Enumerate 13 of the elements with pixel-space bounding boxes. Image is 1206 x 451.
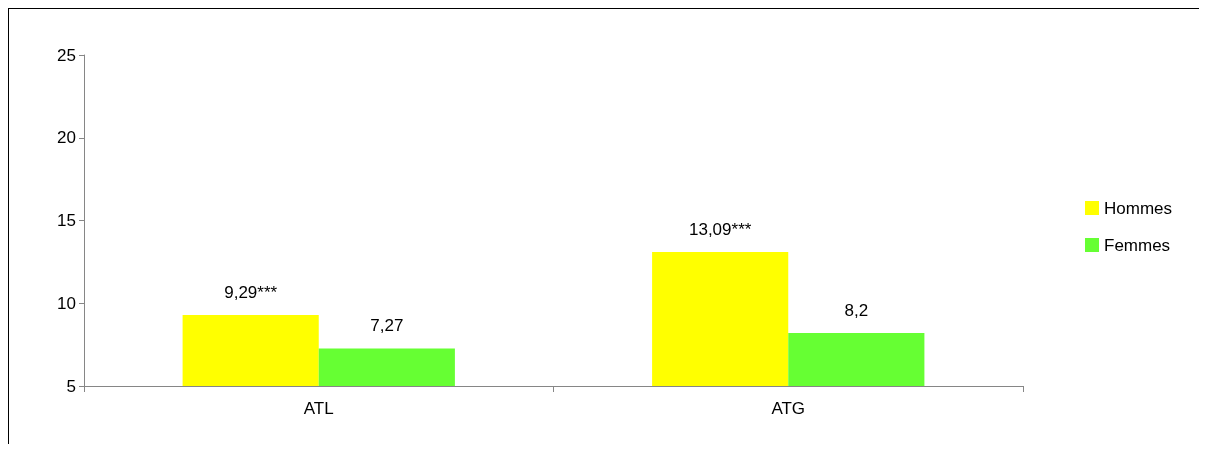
data-label: 8,2	[844, 301, 869, 321]
y-tick-label: 5	[66, 376, 76, 396]
legend-label: Femmes	[1103, 235, 1171, 255]
x-tick-label: ATL	[303, 399, 334, 418]
y-tick-label: 10	[57, 293, 76, 313]
y-tick-label: 25	[57, 45, 76, 65]
y-tick-label: 20	[57, 128, 76, 148]
data-label: 7,27	[370, 316, 404, 336]
data-label: 13,09***	[688, 220, 752, 240]
y-tick-label: 15	[57, 211, 76, 230]
data-label: 9,29***	[224, 283, 278, 302]
legend-label: Hommes	[1103, 198, 1173, 218]
x-tick-label: ATG	[771, 399, 806, 418]
